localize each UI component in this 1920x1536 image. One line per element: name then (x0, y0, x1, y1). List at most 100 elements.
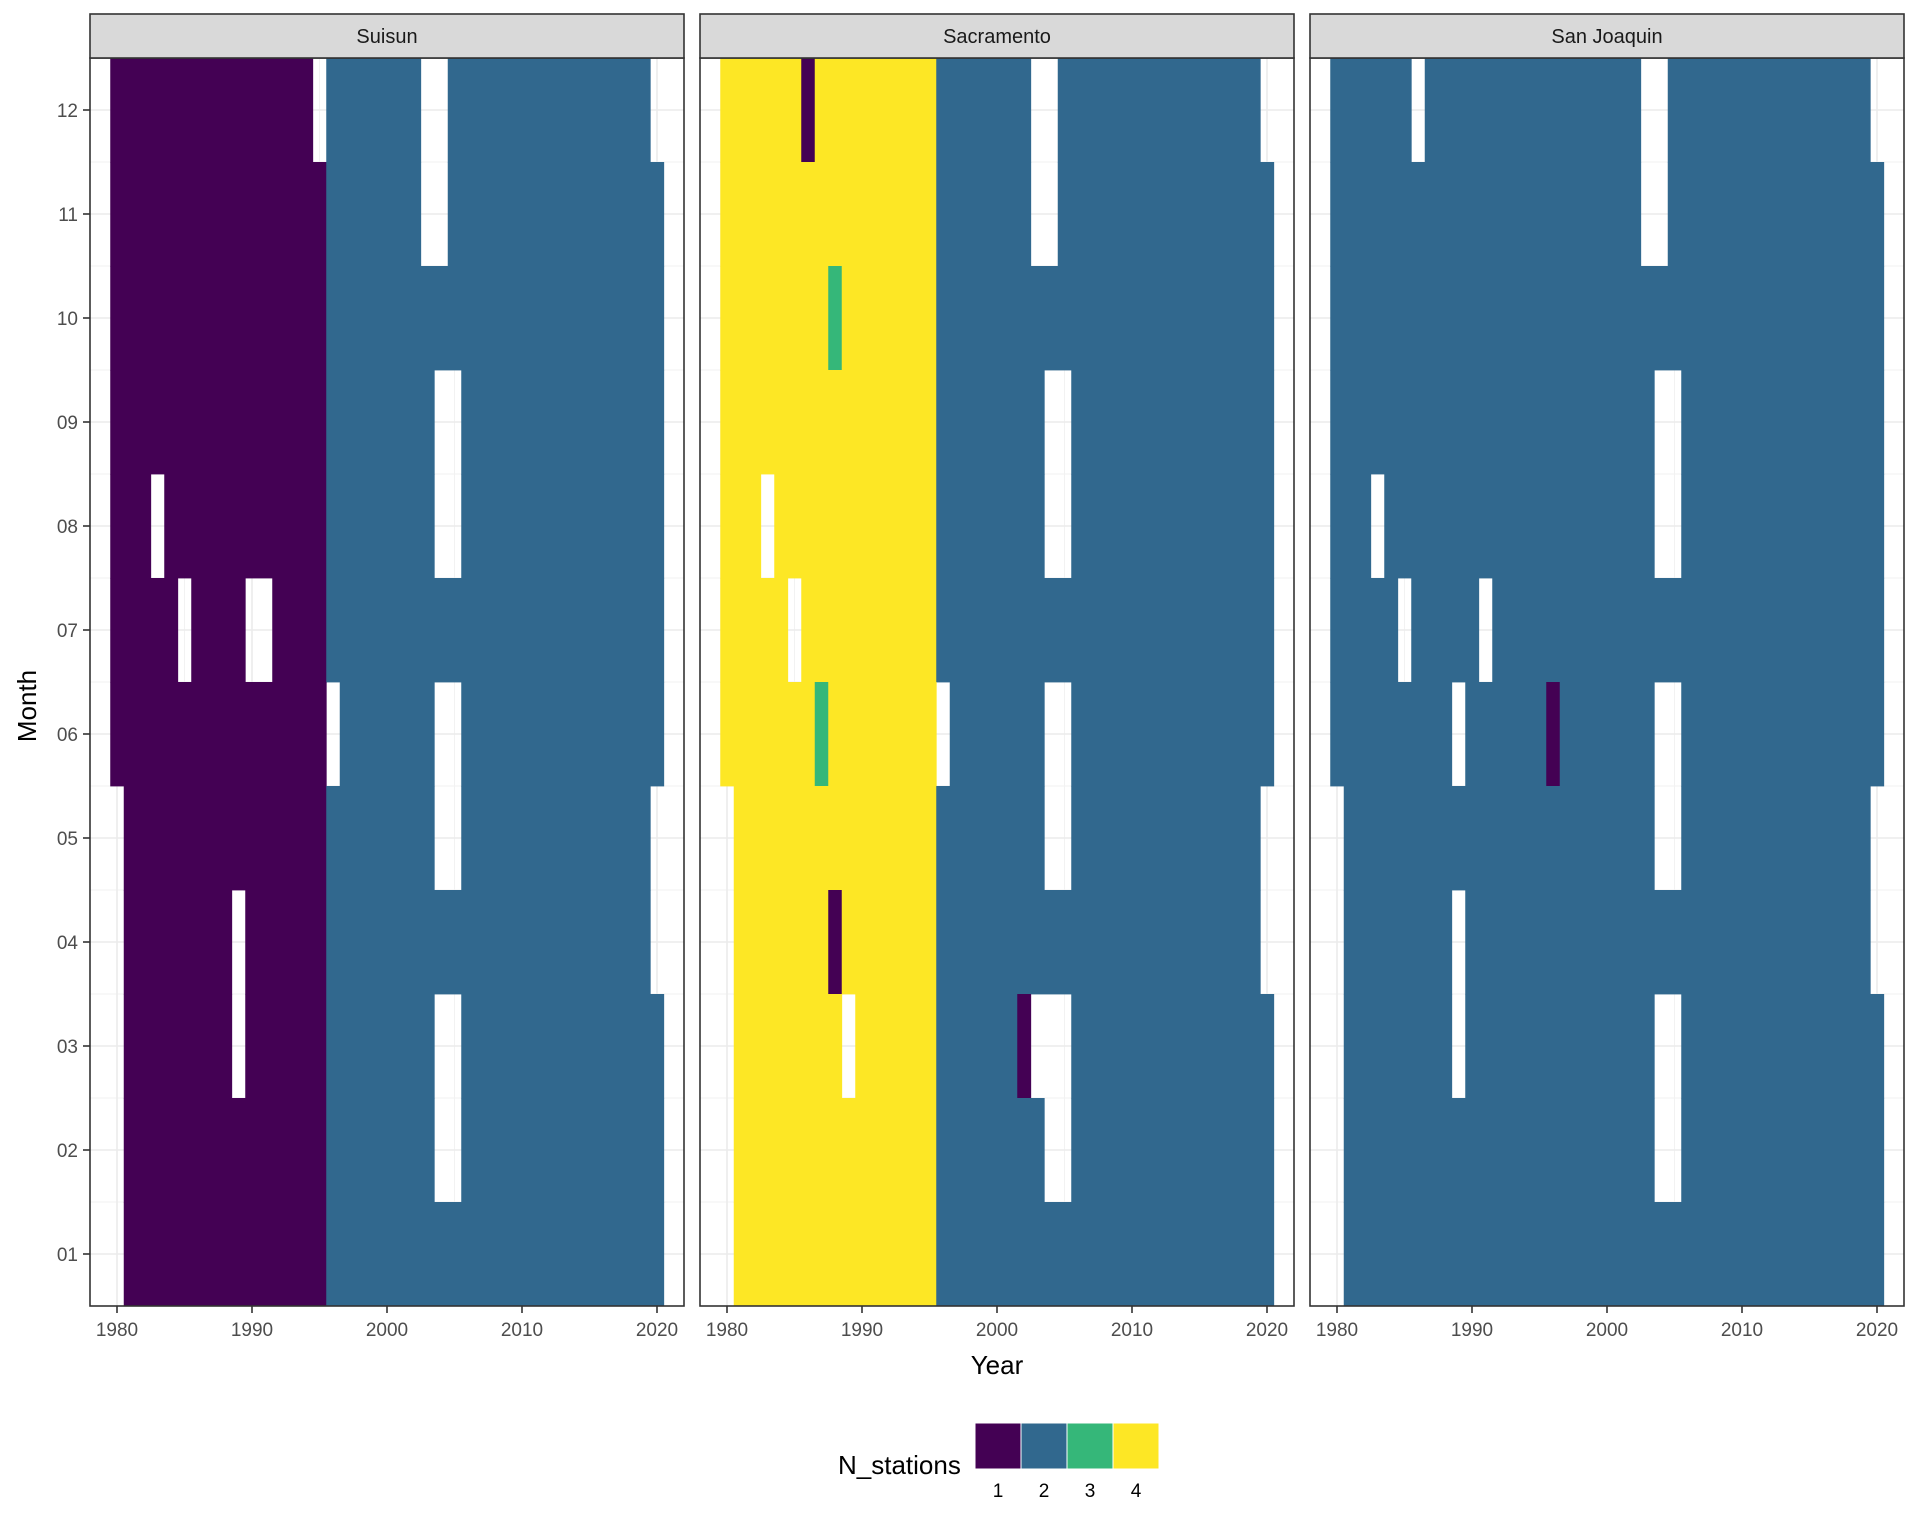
tile-sacramento-m6-1987-1987 (814, 682, 829, 787)
legend-label-4: 4 (1131, 1481, 1142, 1502)
tile-suisun-m7-1996-2020 (326, 578, 665, 683)
tile-suisun-m7-1986-1989 (191, 578, 246, 683)
tile-san-joaquin-m7-1986-1990 (1411, 578, 1480, 683)
tile-sacramento-m3-2002-2002 (1017, 994, 1032, 1099)
tile-suisun-m3-1996-2003 (326, 994, 435, 1099)
tile-san-joaquin-m2-2006-2020 (1681, 1098, 1885, 1203)
panel-san-joaquin: San Joaquin 1980 1990 2000 2010 2020 (1309, 13, 1905, 1341)
tile-suisun-m9-1996-2003 (326, 370, 435, 475)
x-tick-label: 2020 (1856, 1320, 1898, 1341)
panel-sacramento: Sacramento 1980 1990 2000 2010 2020 (699, 13, 1295, 1341)
tile-sacramento-m3-1990-1995 (855, 994, 937, 1099)
tile-suisun-m8-1996-2003 (326, 474, 435, 579)
tile-san-joaquin-m6-1996-1996 (1546, 682, 1561, 787)
x-tick-label: 2020 (636, 1320, 678, 1341)
strip-suisun (89, 13, 685, 59)
tile-sacramento-m6-2006-2020 (1071, 682, 1275, 787)
tile-sacramento-m10-1989-1995 (841, 266, 937, 371)
y-tick-label: 12 (57, 101, 78, 122)
tile-san-joaquin-m6-1990-1995 (1465, 682, 1547, 787)
tile-suisun-m12-1996-2002 (326, 58, 422, 163)
strip-label-san-joaquin: San Joaquin (1551, 26, 1662, 48)
y-tick-label: 09 (57, 413, 78, 434)
tile-suisun-m11-1996-2002 (326, 162, 422, 267)
tile-suisun-m3-1981-1988 (123, 994, 233, 1099)
tile-san-joaquin-m12-1980-1985 (1330, 58, 1412, 163)
legend-label-2: 2 (1039, 1481, 1050, 1502)
tile-sacramento-m5-2006-2019 (1071, 786, 1261, 891)
tile-sacramento-m11-2005-2020 (1057, 162, 1275, 267)
tile-san-joaquin-m4-1990-2019 (1465, 890, 1871, 995)
tile-sacramento-m8-2006-2020 (1071, 474, 1275, 579)
tile-sacramento-m2-1996-2003 (936, 1098, 1045, 1203)
tile-suisun-m3-1990-1995 (245, 994, 327, 1099)
x-tick-label: 1980 (706, 1320, 748, 1341)
tile-san-joaquin-m3-1990-2003 (1465, 994, 1655, 1099)
tile-suisun-m8-1984-1995 (164, 474, 327, 579)
tile-sacramento-m4-1981-1987 (733, 890, 829, 995)
tile-suisun-m9-1980-1995 (110, 370, 327, 475)
tile-suisun-m5-2006-2019 (461, 786, 651, 891)
legend-key-4 (1112, 1422, 1160, 1470)
tile-suisun-m3-2006-2020 (461, 994, 665, 1099)
tile-suisun-m5-1996-2003 (326, 786, 435, 891)
tile-suisun-m10-1996-2020 (326, 266, 665, 371)
tile-suisun-m8-2006-2020 (461, 474, 665, 579)
legend-title: N_stations (838, 1450, 961, 1480)
tile-san-joaquin-m9-1980-2003 (1330, 370, 1655, 475)
tile-san-joaquin-m5-1981-2003 (1343, 786, 1655, 891)
tile-san-joaquin-m7-1992-2020 (1492, 578, 1885, 683)
tile-san-joaquin-m6-2006-2020 (1681, 682, 1885, 787)
tile-sacramento-m5-1996-2003 (936, 786, 1045, 891)
tile-suisun-m12-1980-1994 (110, 58, 314, 163)
tile-suisun-m4-1981-1988 (123, 890, 233, 995)
tile-suisun-m7-1980-1984 (110, 578, 179, 683)
tile-sacramento-m4-1989-1995 (841, 890, 937, 995)
tile-suisun-m9-2006-2020 (461, 370, 665, 475)
tile-sacramento-m10-1988-1988 (828, 266, 843, 371)
tile-sacramento-m6-1988-1995 (828, 682, 937, 787)
tile-suisun-m7-1992-1995 (272, 578, 327, 683)
strip-san-joaquin (1309, 13, 1905, 59)
tile-sacramento-m7-1996-2020 (936, 578, 1275, 683)
x-tick-label: 2000 (1586, 1320, 1628, 1341)
tile-san-joaquin-m7-1980-1984 (1330, 578, 1399, 683)
tile-sacramento-m12-1986-1986 (801, 58, 816, 163)
tile-sacramento-m11-1996-2002 (936, 162, 1032, 267)
y-tick-label: 07 (57, 621, 78, 642)
tile-sacramento-m8-1980-1982 (720, 474, 762, 579)
x-tick-label: 2010 (501, 1320, 543, 1341)
tile-suisun-m2-1996-2003 (326, 1098, 435, 1203)
tile-sacramento-m12-1987-1995 (814, 58, 937, 163)
tile-suisun-m8-1980-1982 (110, 474, 152, 579)
tile-sacramento-m5-1981-1995 (733, 786, 937, 891)
tile-san-joaquin-m3-1981-1988 (1343, 994, 1453, 1099)
tile-san-joaquin-m6-1980-1988 (1330, 682, 1453, 787)
legend: N_stations 1 2 3 4 (838, 1422, 1160, 1502)
strip-label-suisun: Suisun (356, 26, 417, 48)
tile-sacramento-m10-1996-2020 (936, 266, 1275, 371)
tile-san-joaquin-m6-1997-2003 (1559, 682, 1655, 787)
tile-sacramento-m4-1996-2019 (936, 890, 1261, 995)
x-tick-label: 2000 (366, 1320, 408, 1341)
panels: Suisun 1980 1990 2000 2010 2020 01 02 03 04 05 06 07… (57, 13, 1905, 1341)
tile-suisun-m11-1980-1995 (110, 162, 327, 267)
tile-san-joaquin-m5-2006-2019 (1681, 786, 1871, 891)
tile-suisun-m6-1980-1995 (110, 682, 327, 787)
tile-sacramento-m3-1981-1988 (733, 994, 843, 1099)
tile-suisun-m1-1996-2020 (326, 1202, 665, 1307)
y-tick-label: 11 (58, 205, 78, 226)
tile-sacramento-m12-1996-2002 (936, 58, 1032, 163)
tile-san-joaquin-m8-2006-2020 (1681, 474, 1885, 579)
tile-san-joaquin-m1-1981-2020 (1343, 1202, 1885, 1307)
tile-suisun-m5-1981-1995 (123, 786, 327, 891)
tile-sacramento-m11-1980-1995 (720, 162, 937, 267)
y-tick-label: 03 (57, 1037, 78, 1058)
tile-suisun-m4-1990-1995 (245, 890, 327, 995)
tile-suisun-m2-1981-1995 (123, 1098, 327, 1203)
x-tick-label: 2010 (1111, 1320, 1153, 1341)
tile-sacramento-m8-1984-1995 (774, 474, 937, 579)
y-tick-label: 06 (57, 725, 78, 746)
x-tick-label: 1980 (96, 1320, 138, 1341)
